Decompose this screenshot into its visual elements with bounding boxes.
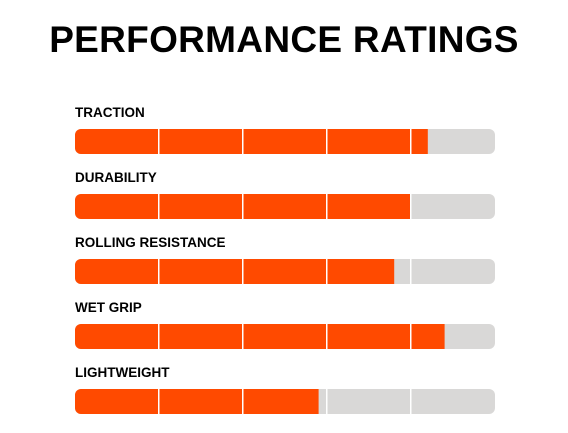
segment-divider xyxy=(326,129,328,154)
rating-track xyxy=(75,389,495,414)
segment-divider xyxy=(242,194,244,219)
segment-divider xyxy=(326,194,328,219)
rating-bar-fill xyxy=(75,259,395,284)
rating-row: DURABILITY xyxy=(75,169,495,234)
rating-row: TRACTION xyxy=(75,104,495,169)
rating-track xyxy=(75,129,495,154)
rating-row: LIGHTWEIGHT xyxy=(75,364,495,429)
segment-divider xyxy=(410,324,412,349)
rating-label: DURABILITY xyxy=(75,170,157,185)
rating-row: ROLLING RESISTANCE xyxy=(75,234,495,299)
chart-title: PERFORMANCE RATINGS xyxy=(49,19,519,60)
segment-divider xyxy=(242,259,244,284)
rating-bar-svg xyxy=(75,324,495,349)
rating-track xyxy=(75,324,495,349)
segment-divider xyxy=(158,259,160,284)
rating-label: LIGHTWEIGHT xyxy=(75,365,170,380)
rating-label: TRACTION xyxy=(75,105,145,120)
segment-divider xyxy=(410,259,412,284)
segment-divider xyxy=(158,389,160,414)
segment-divider xyxy=(158,324,160,349)
segment-divider xyxy=(410,194,412,219)
segment-divider xyxy=(158,129,160,154)
segment-divider xyxy=(410,129,412,154)
segment-divider xyxy=(326,259,328,284)
rating-bar-fill xyxy=(75,129,428,154)
segment-divider xyxy=(242,389,244,414)
segment-divider xyxy=(242,129,244,154)
segment-divider xyxy=(242,324,244,349)
rating-bar-fill xyxy=(75,389,319,414)
segment-divider xyxy=(158,194,160,219)
rating-label: ROLLING RESISTANCE xyxy=(75,235,226,250)
rating-bar-svg xyxy=(75,259,495,284)
segment-divider xyxy=(326,389,328,414)
segment-divider xyxy=(410,389,412,414)
rating-row: WET GRIP xyxy=(75,299,495,364)
rating-track xyxy=(75,194,495,219)
segment-divider xyxy=(326,324,328,349)
rating-bar-svg xyxy=(75,389,495,414)
rating-track xyxy=(75,259,495,284)
rating-bar-fill xyxy=(75,324,445,349)
rating-bar-svg xyxy=(75,194,495,219)
ratings-list: TRACTION DURABILITY ROLLING RESISTANCE WET … xyxy=(75,104,495,429)
rating-label: WET GRIP xyxy=(75,300,142,315)
rating-bar-svg xyxy=(75,129,495,154)
